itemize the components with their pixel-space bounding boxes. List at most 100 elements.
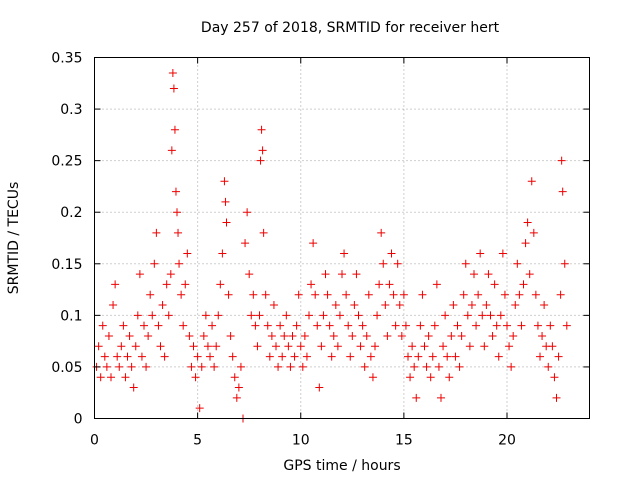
data-point xyxy=(292,321,301,330)
data-point xyxy=(366,352,375,361)
data-point xyxy=(556,290,565,299)
data-point xyxy=(500,290,509,299)
data-point xyxy=(189,342,198,351)
data-point xyxy=(185,331,194,340)
data-point xyxy=(346,352,355,361)
data-point xyxy=(226,331,235,340)
x-tick-label: 15 xyxy=(395,433,413,449)
data-point xyxy=(125,331,134,340)
data-point xyxy=(191,373,200,382)
data-point xyxy=(344,321,353,330)
data-point xyxy=(548,342,557,351)
data-point xyxy=(358,321,367,330)
data-point xyxy=(173,208,181,217)
data-point xyxy=(426,373,435,382)
data-point xyxy=(459,290,468,299)
data-point xyxy=(212,342,221,351)
data-point xyxy=(166,270,175,279)
data-point xyxy=(519,280,528,289)
data-point xyxy=(441,311,450,320)
data-point xyxy=(352,270,361,279)
data-point xyxy=(236,362,245,371)
data-point xyxy=(375,280,384,289)
data-point xyxy=(490,280,499,289)
data-point xyxy=(245,270,254,279)
data-point xyxy=(158,301,167,310)
x-tick-label: 10 xyxy=(292,433,310,449)
data-point xyxy=(210,362,219,371)
data-point xyxy=(360,362,369,371)
data-point xyxy=(214,311,223,320)
data-point xyxy=(335,311,344,320)
data-point xyxy=(137,352,146,361)
data-point xyxy=(511,301,520,310)
y-tick-label: 0.35 xyxy=(51,51,82,67)
data-point xyxy=(414,352,423,361)
data-point xyxy=(152,228,161,237)
data-point xyxy=(544,362,553,371)
data-point xyxy=(278,352,287,361)
data-point xyxy=(102,362,111,371)
data-point xyxy=(327,352,336,361)
data-point xyxy=(164,311,173,320)
data-point xyxy=(276,321,285,330)
data-point xyxy=(333,342,342,351)
axis-ticks: 0 0.05 0.1 0.15 0.2 0.25 0.3 0.35 0 5 10 15 20 xyxy=(51,51,590,449)
data-point xyxy=(428,352,437,361)
data-point xyxy=(98,321,107,330)
data-point xyxy=(560,259,569,268)
data-point xyxy=(230,373,239,382)
data-point xyxy=(325,321,334,330)
data-point xyxy=(300,331,309,340)
data-point xyxy=(146,290,155,299)
data-point xyxy=(181,280,190,289)
x-tick-label: 5 xyxy=(193,433,202,449)
data-point xyxy=(94,342,103,351)
y-tick-label: 0.15 xyxy=(51,257,82,273)
data-point xyxy=(342,290,351,299)
data-point xyxy=(140,321,148,330)
data-point xyxy=(457,331,466,340)
data-point xyxy=(222,218,231,227)
data-point xyxy=(455,362,464,371)
data-point xyxy=(470,270,478,279)
data-point xyxy=(148,311,157,320)
data-point xyxy=(498,249,507,258)
plot-frame xyxy=(94,57,590,419)
x-axis-label: GPS time / hours xyxy=(283,458,400,474)
data-point xyxy=(206,352,214,361)
data-point xyxy=(371,342,379,351)
data-point xyxy=(377,228,386,237)
data-point xyxy=(241,239,250,248)
data-point xyxy=(364,290,373,299)
data-point xyxy=(187,362,196,371)
data-point xyxy=(385,280,394,289)
data-point xyxy=(321,270,330,279)
data-point xyxy=(296,342,305,351)
data-point xyxy=(494,352,503,361)
data-point xyxy=(416,321,425,330)
data-point xyxy=(507,362,516,371)
data-point xyxy=(259,228,268,237)
data-point xyxy=(536,352,544,361)
data-point xyxy=(218,249,227,258)
x-tick-label: 20 xyxy=(498,433,516,449)
data-point xyxy=(183,249,192,258)
data-point xyxy=(156,342,165,351)
y-tick-label: 0.3 xyxy=(60,102,82,118)
data-point xyxy=(505,342,514,351)
data-point xyxy=(272,342,280,351)
data-point xyxy=(221,197,230,206)
data-point xyxy=(521,239,530,248)
data-point xyxy=(418,290,427,299)
data-point xyxy=(478,311,487,320)
data-point xyxy=(305,311,313,320)
data-point xyxy=(119,321,128,330)
data-point xyxy=(267,331,276,340)
data-point xyxy=(167,146,176,155)
data-point xyxy=(356,342,365,351)
data-point xyxy=(379,259,388,268)
data-point xyxy=(256,156,265,165)
data-point xyxy=(531,290,540,299)
data-point xyxy=(253,342,262,351)
